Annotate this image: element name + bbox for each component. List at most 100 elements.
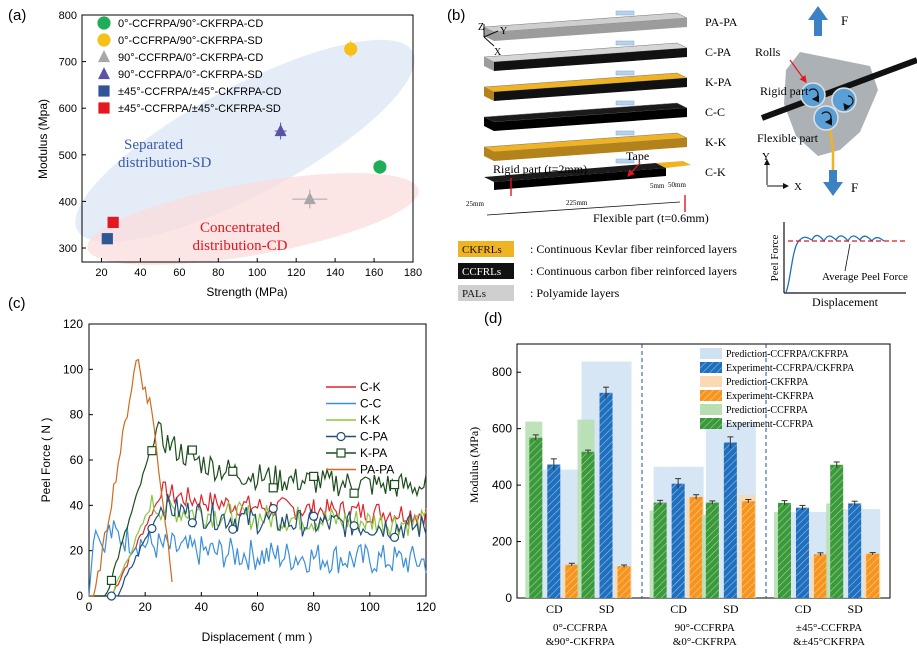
tape-icon (615, 130, 635, 136)
force-arrow-down-icon (823, 170, 843, 196)
y-tick-label: 80 (70, 408, 84, 422)
line-chart-c: 0 20 40 60 80 100 120 0 20 40 60 80 100 120 C-K C-C K-K… (39, 317, 436, 644)
specimen-diagram: PA-PA C-PA K-PA C-C K-K C-K Z Y X Tape Rigid … (458, 6, 917, 309)
rig-rigid-label: Rigid part (760, 84, 809, 98)
x-tick-label: CD (546, 602, 563, 616)
bar-hatch (581, 451, 595, 598)
bar-hatch (547, 464, 561, 598)
y-tick-label: 600 (59, 103, 77, 115)
group-label: 0°-CCFRPA (553, 622, 608, 634)
group-label: ±45°-CCFRPA (796, 622, 862, 634)
annotation-sd-line2: distribution-SD (118, 155, 212, 171)
series-line-c-k (89, 481, 427, 597)
mini-peel-curve (785, 234, 885, 293)
tape-icon (615, 100, 635, 106)
tape-icon (615, 158, 635, 164)
bar-hatch (689, 496, 703, 598)
data-point (344, 42, 358, 56)
legend-label: 0°-CCFRPA/90°-CKFRPA-SD (118, 35, 263, 47)
x-tick-label: 40 (195, 600, 209, 614)
series-marker (268, 483, 278, 493)
bar-hatch (723, 442, 737, 598)
y-tick-label: 200 (492, 535, 512, 549)
tape-label: Tape (626, 149, 649, 163)
x-tick-label: CD (795, 602, 812, 616)
series-marker (349, 521, 359, 531)
legend-description: : Continuous Kevlar fiber reinforced lay… (530, 242, 737, 256)
x-tick-label: 120 (416, 600, 436, 614)
series-marker (389, 479, 400, 490)
layer-label: C-K (705, 165, 726, 179)
layer-label: C-PA (705, 45, 732, 59)
bar-hatch (705, 502, 719, 598)
layer-side (484, 117, 494, 131)
legend-label: PA-PA (360, 463, 394, 477)
series-line-k-pa (89, 420, 427, 597)
scatter-chart-a: 20 40 60 80 100 120 140 160 180 300 400 500 600 700 80… (36, 10, 422, 299)
plot-frame-a (81, 14, 414, 263)
series-marker (309, 511, 319, 521)
bar-hatch (529, 437, 543, 598)
y-tick-label: 400 (59, 196, 77, 208)
rolls-arrow (789, 59, 807, 83)
data-point (373, 160, 387, 174)
series-marker (268, 503, 278, 514)
legend-marker (98, 102, 110, 114)
rig-body (784, 52, 878, 156)
x-tick-label: 20 (95, 267, 107, 279)
x-tick-label: SD (848, 602, 864, 616)
panel-label-a: (a) (8, 7, 26, 24)
dim-flex-label: 50mm (668, 181, 686, 189)
bar-hatch (795, 507, 809, 598)
x-tick-label: 100 (248, 267, 266, 279)
layer-front (494, 78, 687, 101)
rig-axis-y-label: Y (762, 151, 770, 163)
roll-rotation-icon (821, 111, 833, 126)
layer-front (494, 108, 687, 131)
force-label-bottom: F (851, 180, 858, 195)
group-label: &±45°CKFRPA (793, 636, 865, 648)
series-marker (389, 532, 400, 542)
legend-code: PALs (462, 288, 486, 300)
x-tick-label: 140 (326, 267, 344, 279)
bar-hatch (599, 392, 613, 598)
legend-hatch (700, 390, 722, 401)
legend-label: C-C (360, 397, 382, 411)
tape-icon (615, 10, 635, 16)
y-tick-label: 400 (492, 478, 512, 492)
mini-avg-label: Average Peel Force (822, 271, 908, 283)
legend-label: Prediction-CKFRPA (726, 377, 809, 388)
legend-marker (98, 50, 110, 63)
series-line-c-c (88, 520, 427, 597)
data-point (274, 124, 287, 137)
axis-x-label: X (494, 47, 502, 58)
group-label: 90°-CCFRPA (675, 622, 735, 634)
mini-y-label: Peel Force (769, 235, 781, 282)
legend-swatch (458, 285, 514, 301)
legend-label: ±45°-CCFRPA/±45°-CKFRPA-CD (118, 86, 282, 98)
sd-region (75, 39, 415, 243)
force-arrow-up-icon (808, 6, 828, 36)
roll-rotation-icon (843, 95, 854, 111)
y-axis-label-d: Modulus (MPa) (467, 427, 481, 503)
tape-icon (615, 70, 635, 76)
group-label: &0°-CKFRPA (673, 636, 737, 648)
x-tick-label: 60 (173, 267, 185, 279)
series-marker (349, 488, 359, 498)
flexible-part-label: Flexible part (t=0.6mm) (593, 211, 709, 225)
legend-label: ±45°-CCFRPA/±45°-CKFRPA-SD (118, 103, 281, 115)
bar-hatch (671, 483, 685, 598)
x-tick-label: 120 (287, 267, 305, 279)
legend-hatch (700, 362, 722, 373)
legend-swatch (700, 376, 722, 387)
x-tick-label: SD (599, 602, 615, 616)
legend-label: Experiment-CKFRPA (726, 391, 815, 402)
x-tick-label: 40 (134, 267, 146, 279)
bar-hatch (617, 566, 631, 598)
legend-label: 0°-CCFRPA/90°-CKFRPA-CD (118, 18, 263, 30)
y-tick-label: 500 (59, 150, 77, 162)
legend-label: Experiment-CCFRPA/CKFRPA (726, 363, 855, 374)
series-line-c-pa (89, 493, 427, 597)
x-axis-label-a: Strength (MPa) (206, 285, 287, 299)
